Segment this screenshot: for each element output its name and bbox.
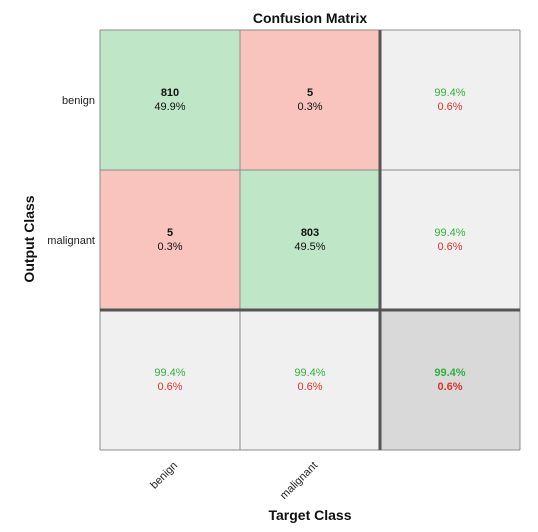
cell-count-0-1: 5 [307, 87, 313, 99]
matrix-cell-0-2 [380, 30, 520, 170]
summary-wrong-2-2: 0.6% [437, 381, 462, 393]
chart-title: Confusion Matrix [253, 10, 368, 26]
summary-wrong-2-1: 0.6% [297, 381, 322, 393]
summary-wrong-0-2: 0.6% [437, 101, 462, 113]
summary-correct-2-0: 99.4% [154, 367, 185, 379]
cell-count-1-0: 5 [167, 227, 173, 239]
cell-count-0-0: 810 [161, 87, 179, 99]
summary-correct-2-1: 99.4% [294, 367, 325, 379]
cell-count-1-1: 803 [301, 227, 319, 239]
x-tick-label-malignant: malignant [278, 460, 320, 502]
matrix-cell-2-0 [100, 310, 240, 450]
matrix-cell-0-1 [240, 30, 380, 170]
matrix-cell-0-0 [100, 30, 240, 170]
summary-wrong-2-0: 0.6% [157, 381, 182, 393]
cell-percent-0-1: 0.3% [297, 101, 322, 113]
summary-correct-1-2: 99.4% [434, 227, 465, 239]
matrix-cell-1-1 [240, 170, 380, 310]
matrix-cell-2-1 [240, 310, 380, 450]
matrix-cell-1-0 [100, 170, 240, 310]
x-tick-label-benign: benign [148, 460, 180, 492]
summary-correct-2-2: 99.4% [434, 367, 465, 379]
y-axis-label: Output Class [21, 195, 37, 282]
cell-percent-1-0: 0.3% [157, 241, 182, 253]
matrix-cell-1-2 [380, 170, 520, 310]
matrix-cell-2-2 [380, 310, 520, 450]
summary-wrong-1-2: 0.6% [437, 241, 462, 253]
summary-correct-0-2: 99.4% [434, 87, 465, 99]
cell-percent-1-1: 49.5% [294, 241, 325, 253]
y-tick-label-benign: benign [62, 95, 95, 107]
cell-percent-0-0: 49.9% [154, 101, 185, 113]
y-tick-label-malignant: malignant [47, 235, 95, 247]
x-axis-label: Target Class [269, 507, 352, 523]
